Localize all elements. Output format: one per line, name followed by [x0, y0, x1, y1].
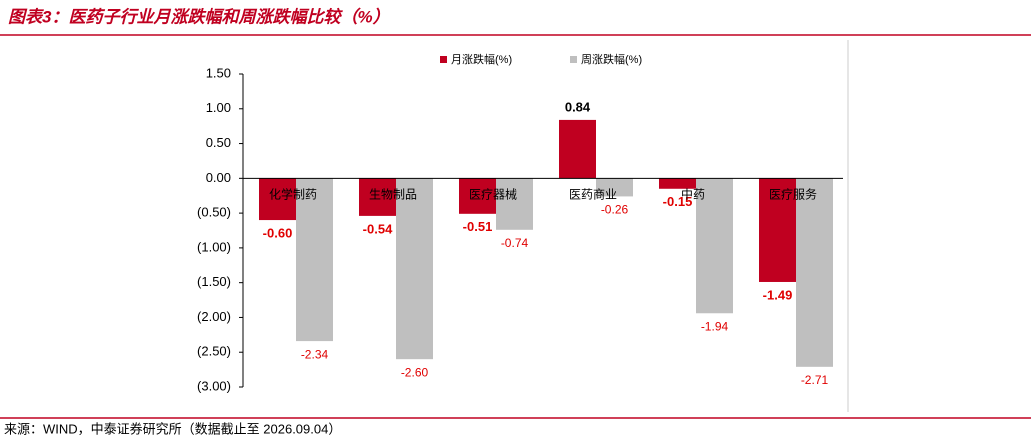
value-label: -0.74	[501, 236, 529, 250]
bar	[396, 178, 433, 360]
value-label: -0.15	[663, 194, 693, 209]
legend-label: 月涨跌幅(%)	[451, 52, 512, 66]
x-tick-label: 医疗器械	[469, 187, 517, 202]
bar	[359, 178, 396, 216]
y-tick-label: 0.00	[206, 170, 231, 185]
legend-label: 周涨跌幅(%)	[581, 52, 642, 66]
bar	[496, 178, 533, 230]
source-note: 来源：WIND，中泰证券研究所（数据截止至 2026.09.04）	[4, 421, 341, 436]
value-label: -0.54	[363, 221, 393, 236]
y-tick-label: (1.00)	[197, 239, 231, 254]
x-tick-label: 化学制药	[269, 187, 317, 202]
y-tick-label: 0.50	[206, 135, 231, 150]
value-label: -0.51	[463, 219, 493, 234]
value-label: 0.84	[565, 99, 591, 114]
bar	[796, 178, 833, 367]
y-tick-label: 1.00	[206, 100, 231, 115]
y-tick-label: (2.50)	[197, 344, 231, 359]
value-label: -1.94	[701, 319, 729, 333]
value-label: -0.60	[263, 226, 293, 241]
value-label: -2.34	[301, 347, 329, 361]
legend-swatch	[570, 56, 577, 63]
y-tick-label: 1.50	[206, 65, 231, 80]
bar	[559, 119, 596, 179]
bar	[596, 178, 633, 197]
value-label: -2.60	[401, 365, 429, 379]
y-tick-label: (0.50)	[197, 205, 231, 220]
bar	[459, 178, 496, 214]
bar	[259, 178, 296, 221]
x-tick-label: 医药商业	[569, 187, 617, 202]
chart-title: 图表3：医药子行业月涨跌幅和周涨跌幅比较（%）	[8, 7, 390, 26]
x-tick-label: 中药	[681, 187, 705, 202]
value-label: -0.26	[601, 203, 629, 217]
bar	[759, 178, 796, 282]
bar	[696, 178, 733, 314]
legend-swatch	[440, 56, 447, 63]
x-tick-label: 生物制品	[369, 188, 417, 202]
value-label: -1.49	[763, 287, 793, 302]
value-label: -2.71	[801, 373, 829, 387]
y-tick-label: (2.00)	[197, 309, 231, 324]
y-tick-label: (3.00)	[197, 378, 231, 393]
bar	[296, 178, 333, 342]
x-tick-label: 医疗服务	[769, 187, 817, 202]
bar	[659, 178, 696, 189]
y-tick-label: (1.50)	[197, 274, 231, 289]
